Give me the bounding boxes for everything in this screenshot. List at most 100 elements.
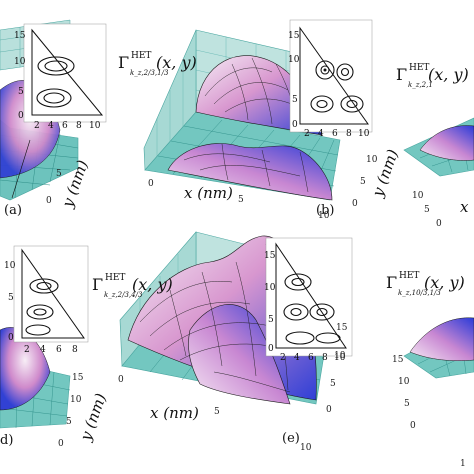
panel-b-inset: 0 5 10 15 2 4 6 8 10 bbox=[288, 19, 373, 139]
panel-e-inset-ytick-2: 10 bbox=[264, 283, 276, 293]
panel-f-ytick-3: 0 bbox=[410, 421, 416, 431]
panel-a-inset-xtick-0: 2 bbox=[34, 121, 40, 131]
panel-c-func-args: (x, y) bbox=[428, 65, 469, 84]
panel-b-inset-xtick-2: 6 bbox=[332, 129, 338, 139]
panel-a-tag: (a) bbox=[4, 203, 22, 218]
panel-f-func-sup: HET bbox=[399, 271, 419, 281]
panel-d-inset-ytick-0: 0 bbox=[8, 333, 14, 343]
panel-b-inset-ytick-0: 0 bbox=[292, 120, 298, 130]
panel-d-ytick-2: 10 bbox=[70, 395, 82, 405]
panel-d-inset-ytick-2: 10 bbox=[4, 261, 16, 271]
panel-f-surface bbox=[409, 317, 474, 361]
panel-e-func-symbol: Γ bbox=[92, 275, 103, 294]
panel-e-function-label: Γ HET k_z,2/3,4/3 (x, y) bbox=[92, 273, 173, 299]
panel-e-xtick-2: 10 bbox=[300, 443, 312, 453]
panel-e-x-axis-label: x (nm) bbox=[150, 404, 199, 422]
panel-e-xtick-1: 5 bbox=[214, 407, 220, 417]
panel-a-inset-ytick-2: 10 bbox=[14, 57, 26, 67]
panel-b-inset-ytick-1: 5 bbox=[292, 95, 298, 105]
panel-a: 0 5 10 15 2 4 6 8 10 0 5 y (nm) (a) bbox=[0, 19, 107, 218]
panel-b-inset-xtick-1: 4 bbox=[318, 129, 324, 139]
panel-a-inset-xtick-3: 8 bbox=[76, 121, 82, 131]
panel-b-func-args: (x, y) bbox=[156, 53, 197, 72]
panel-d-ytick-1: 5 bbox=[66, 417, 72, 427]
panel-b-func-symbol: Γ bbox=[118, 53, 129, 72]
panel-f-ytick-1: 10 bbox=[398, 377, 410, 387]
panel-e-func-sub: k_z,2/3,4/3 bbox=[104, 291, 143, 299]
panel-e-func-sup: HET bbox=[105, 273, 125, 283]
panel-b-ytick-2: 10 bbox=[366, 155, 378, 165]
panel-c-ytick-1: 5 bbox=[424, 205, 430, 215]
panel-c: Γ HET k_z,2,1 (x, y) 10 5 0 x bbox=[396, 63, 474, 229]
panel-c-x-axis-partial: x bbox=[460, 198, 469, 216]
panel-a-ytick-0: 0 bbox=[46, 196, 52, 206]
panel-e-inset-xtick-3: 8 bbox=[322, 353, 328, 363]
panel-d-inset-xtick-3: 8 bbox=[72, 345, 78, 355]
panel-e-ytick-2: 5 bbox=[330, 379, 336, 389]
panel-b-surface-peak-front bbox=[167, 143, 333, 201]
panel-d-inset-xtick-0: 2 bbox=[24, 345, 30, 355]
panel-b-inset-ytick-2: 10 bbox=[288, 55, 300, 65]
panel-e-inset-ytick-0: 0 bbox=[268, 344, 274, 354]
panel-d-tag: d) bbox=[0, 433, 13, 448]
panel-a-inset: 0 5 10 15 2 4 6 8 10 bbox=[14, 23, 107, 131]
panel-e-inset-ytick-3: 15 bbox=[264, 251, 276, 261]
panel-e-inset-xtick-0: 2 bbox=[280, 353, 286, 363]
panel-e-inset-xtick-4: 10 bbox=[334, 353, 346, 363]
panel-e-xtick-0: 0 bbox=[118, 375, 124, 385]
panel-c-ytick-0: 10 bbox=[412, 191, 424, 201]
panel-c-surface bbox=[419, 125, 474, 161]
panel-d-inset-xtick-1: 4 bbox=[40, 345, 46, 355]
panel-e-inset-ytick-1: 5 bbox=[268, 315, 274, 325]
panel-b-inset-xtick-0: 2 bbox=[304, 129, 310, 139]
panel-f-ytick-0: 15 bbox=[392, 355, 404, 365]
panel-d-inset: 0 5 10 2 4 6 8 bbox=[4, 245, 89, 355]
panel-f: Γ HET k_z,10/3,1/3 (x, y) 15 10 5 0 1 bbox=[386, 271, 474, 469]
panel-e-ytick-3: 0 bbox=[326, 405, 332, 415]
panel-b: 0 5 10 15 2 4 6 8 10 Γ HET k_z,2/3,1/3 (… bbox=[118, 19, 402, 221]
panel-e-ytick-1: 10 bbox=[334, 351, 346, 361]
panel-e-ytick-0: 15 bbox=[336, 323, 348, 333]
panel-c-ytick-2: 0 bbox=[436, 219, 442, 229]
panel-e: 0 5 10 15 2 4 6 8 10 Γ HET k_z,2/3,4/3 (… bbox=[92, 231, 353, 453]
panel-b-xtick-2: 10 bbox=[318, 211, 330, 221]
panel-b-xtick-0: 0 bbox=[148, 179, 154, 189]
panel-b-xtick-1: 5 bbox=[238, 195, 244, 205]
panel-d-ytick-0: 0 bbox=[58, 439, 64, 449]
panel-f-function-label: Γ HET k_z,10/3,1/3 (x, y) bbox=[386, 271, 465, 297]
panel-f-func-symbol: Γ bbox=[386, 273, 397, 292]
panel-b-tag: (b) bbox=[316, 203, 334, 218]
panel-e-inset-xtick-1: 4 bbox=[294, 353, 300, 363]
panel-b-inset-xtick-3: 8 bbox=[346, 129, 352, 139]
panel-a-inset-xtick-4: 10 bbox=[89, 121, 101, 131]
panel-a-ytick-1: 5 bbox=[56, 169, 62, 179]
panel-b-inset-xtick-4: 10 bbox=[358, 129, 370, 139]
panel-e-inset: 0 5 10 15 2 4 6 8 10 bbox=[264, 237, 353, 363]
panel-e-tag: (e) bbox=[282, 431, 300, 446]
panel-a-inset-xtick-1: 4 bbox=[48, 121, 54, 131]
panel-a-inset-ytick-3: 15 bbox=[14, 31, 26, 41]
panel-b-function-label: Γ HET k_z,2/3,1/3 (x, y) bbox=[118, 51, 197, 77]
panel-b-inset-ytick-3: 15 bbox=[288, 31, 300, 41]
panel-e-func-args: (x, y) bbox=[132, 275, 173, 294]
panel-a-inset-xtick-2: 6 bbox=[62, 121, 68, 131]
panel-d-inset-xtick-2: 6 bbox=[56, 345, 62, 355]
panel-d-ytick-3: 15 bbox=[72, 373, 84, 383]
panel-b-func-sup: HET bbox=[131, 51, 151, 61]
panel-f-func-sub: k_z,10/3,1/3 bbox=[398, 289, 441, 297]
panel-c-func-sub: k_z,2,1 bbox=[408, 81, 433, 89]
panel-e-inset-xtick-2: 6 bbox=[308, 353, 314, 363]
panel-b-ytick-0: 0 bbox=[352, 199, 358, 209]
panel-d-inset-ytick-1: 5 bbox=[8, 293, 14, 303]
panel-c-function-label: Γ HET k_z,2,1 (x, y) bbox=[396, 63, 469, 89]
panel-b-ytick-1: 5 bbox=[360, 177, 366, 187]
panel-e-surface-front bbox=[188, 304, 291, 405]
panel-b-x-axis-label: x (nm) bbox=[184, 184, 233, 202]
panel-f-ytick-2: 5 bbox=[404, 399, 410, 409]
panel-c-func-sup: HET bbox=[409, 63, 429, 73]
panel-d: 0 5 10 2 4 6 8 0 5 10 15 y (nm) d) bbox=[0, 245, 110, 449]
panel-f-func-args: (x, y) bbox=[424, 273, 465, 292]
panel-a-inset-ytick-1: 5 bbox=[18, 87, 24, 97]
